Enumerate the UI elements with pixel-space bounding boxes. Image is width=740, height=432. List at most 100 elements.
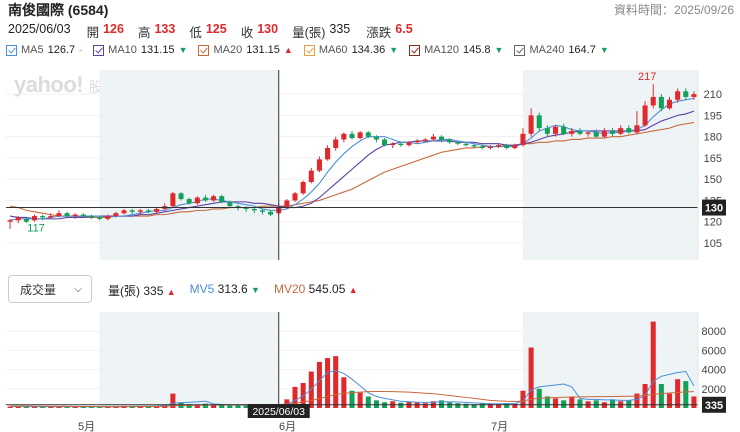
ma-toggle-ma10[interactable]: MA10 131.15 ▼: [93, 44, 187, 56]
candle: [72, 214, 78, 217]
ma-toggle-ma60[interactable]: MA60 134.36 ▼: [303, 44, 399, 56]
ma-toggle-ma5[interactable]: MA5 126.7-: [6, 44, 82, 56]
candle: [626, 128, 632, 133]
ma-name: MA5: [21, 44, 44, 56]
checkbox-icon[interactable]: [198, 44, 210, 56]
volume-bar: [325, 358, 331, 408]
candle: [349, 133, 355, 139]
candle: [609, 130, 616, 134]
candle: [536, 115, 542, 129]
volume-bar: [31, 406, 38, 408]
checkbox-icon[interactable]: [6, 44, 17, 56]
candle: [308, 170, 314, 183]
price-chart[interactable]: 105120135150165180195210130217117: [0, 64, 740, 264]
candle: [235, 206, 241, 208]
candle: [15, 217, 21, 221]
close-label: 收: [240, 26, 254, 40]
volume-bar: [40, 406, 46, 408]
checkbox-icon[interactable]: [303, 44, 315, 56]
shaded-band: [99, 312, 279, 408]
candle: [382, 139, 388, 146]
volume-bar: [487, 403, 493, 408]
ma-value: 164.7: [568, 44, 596, 56]
volume-bar: [528, 347, 534, 408]
volume-bar: [137, 406, 143, 408]
y-tick-label: 4000: [702, 365, 726, 377]
volume-bar: [219, 405, 225, 408]
y-tick-label: 210: [704, 89, 722, 101]
candle: [243, 207, 249, 209]
volume-bar: [691, 396, 697, 408]
vol-legend-label: 量(張): [108, 284, 140, 298]
volume-bar: [64, 406, 70, 408]
ma-value: 131.15: [246, 44, 280, 56]
candle: [154, 208, 160, 212]
checkbox-icon[interactable]: [409, 44, 421, 56]
ma-legend: MA5 126.7- MA10 131.15 ▼ MA20 131.15 ▲ MA60 134.3…: [6, 44, 609, 56]
volume-bar: [658, 384, 664, 408]
volume-bar: [15, 406, 21, 408]
ma-toggle-ma20[interactable]: MA20 131.15 ▲: [198, 44, 293, 56]
candle: [675, 91, 681, 100]
volume-bar: [683, 381, 689, 408]
candle: [251, 208, 257, 211]
current-volume-label: 335: [705, 400, 723, 412]
checkbox-icon[interactable]: [514, 44, 526, 56]
candle: [7, 220, 13, 222]
up-arrow-icon: ▲: [283, 45, 293, 55]
checkbox-icon[interactable]: [93, 44, 105, 56]
candle: [194, 197, 200, 204]
volume-bar: [634, 393, 640, 408]
candle: [23, 218, 29, 222]
candle: [642, 105, 648, 126]
high-label: 高: [137, 26, 151, 40]
volume-bar: [80, 406, 86, 408]
candle: [650, 96, 656, 106]
candle: [398, 143, 404, 146]
down-arrow-icon: ▼: [389, 45, 399, 55]
mv5-label: MV5: [189, 282, 215, 296]
volume-bar: [471, 404, 477, 408]
volume-chart[interactable]: 2000 4000 6000 8000 335 2025/06/03: [0, 308, 740, 418]
candle: [56, 213, 62, 217]
ma-toggle-ma120[interactable]: MA120 145.8 ▼: [409, 44, 503, 56]
ma-toggle-ma240[interactable]: MA240 164.7 ▼: [514, 44, 609, 56]
down-arrow-icon: ▼: [251, 285, 260, 295]
candle: [259, 210, 265, 212]
candle: [219, 196, 225, 202]
vol-legend-value: 335: [143, 284, 164, 298]
candle: [553, 126, 559, 134]
candle: [113, 213, 119, 217]
y-tick-label: 120: [704, 217, 722, 229]
candle: [496, 145, 502, 147]
quote-bar: 2025/06/03 開 126 高 133 低 125 收 130 量(張) …: [8, 22, 423, 41]
volume-bar: [186, 404, 192, 408]
candle: [121, 210, 127, 214]
candle: [300, 182, 306, 194]
watermark-brand: yahoo!: [14, 72, 84, 97]
candle: [40, 216, 46, 218]
ma-value: 126.7: [47, 44, 76, 56]
data-timestamp: 資料時間：2025/09/26: [613, 3, 734, 17]
max-price-label: 217: [638, 71, 656, 83]
candle: [202, 197, 208, 201]
high-value: 133: [154, 22, 176, 36]
volume-bar: [365, 396, 371, 408]
volume-bar: [650, 321, 656, 408]
indicator-select[interactable]: 成交量 ⌵: [8, 275, 92, 303]
open-value: 126: [103, 22, 124, 36]
volume-bar: [504, 403, 510, 408]
volume-bar: [512, 403, 518, 408]
stock-title: 南俊國際 (6584): [8, 2, 109, 18]
candle: [683, 91, 689, 97]
candle: [186, 199, 192, 204]
volume-bar: [463, 403, 469, 408]
volume-bar: [113, 406, 119, 408]
candle: [487, 146, 493, 148]
ma-name: MA10: [108, 44, 137, 56]
y-tick-label: 165: [704, 153, 722, 165]
volume-bar: [439, 400, 445, 408]
y-tick-label: 150: [704, 174, 722, 186]
candle: [268, 211, 274, 215]
candle: [227, 201, 233, 207]
